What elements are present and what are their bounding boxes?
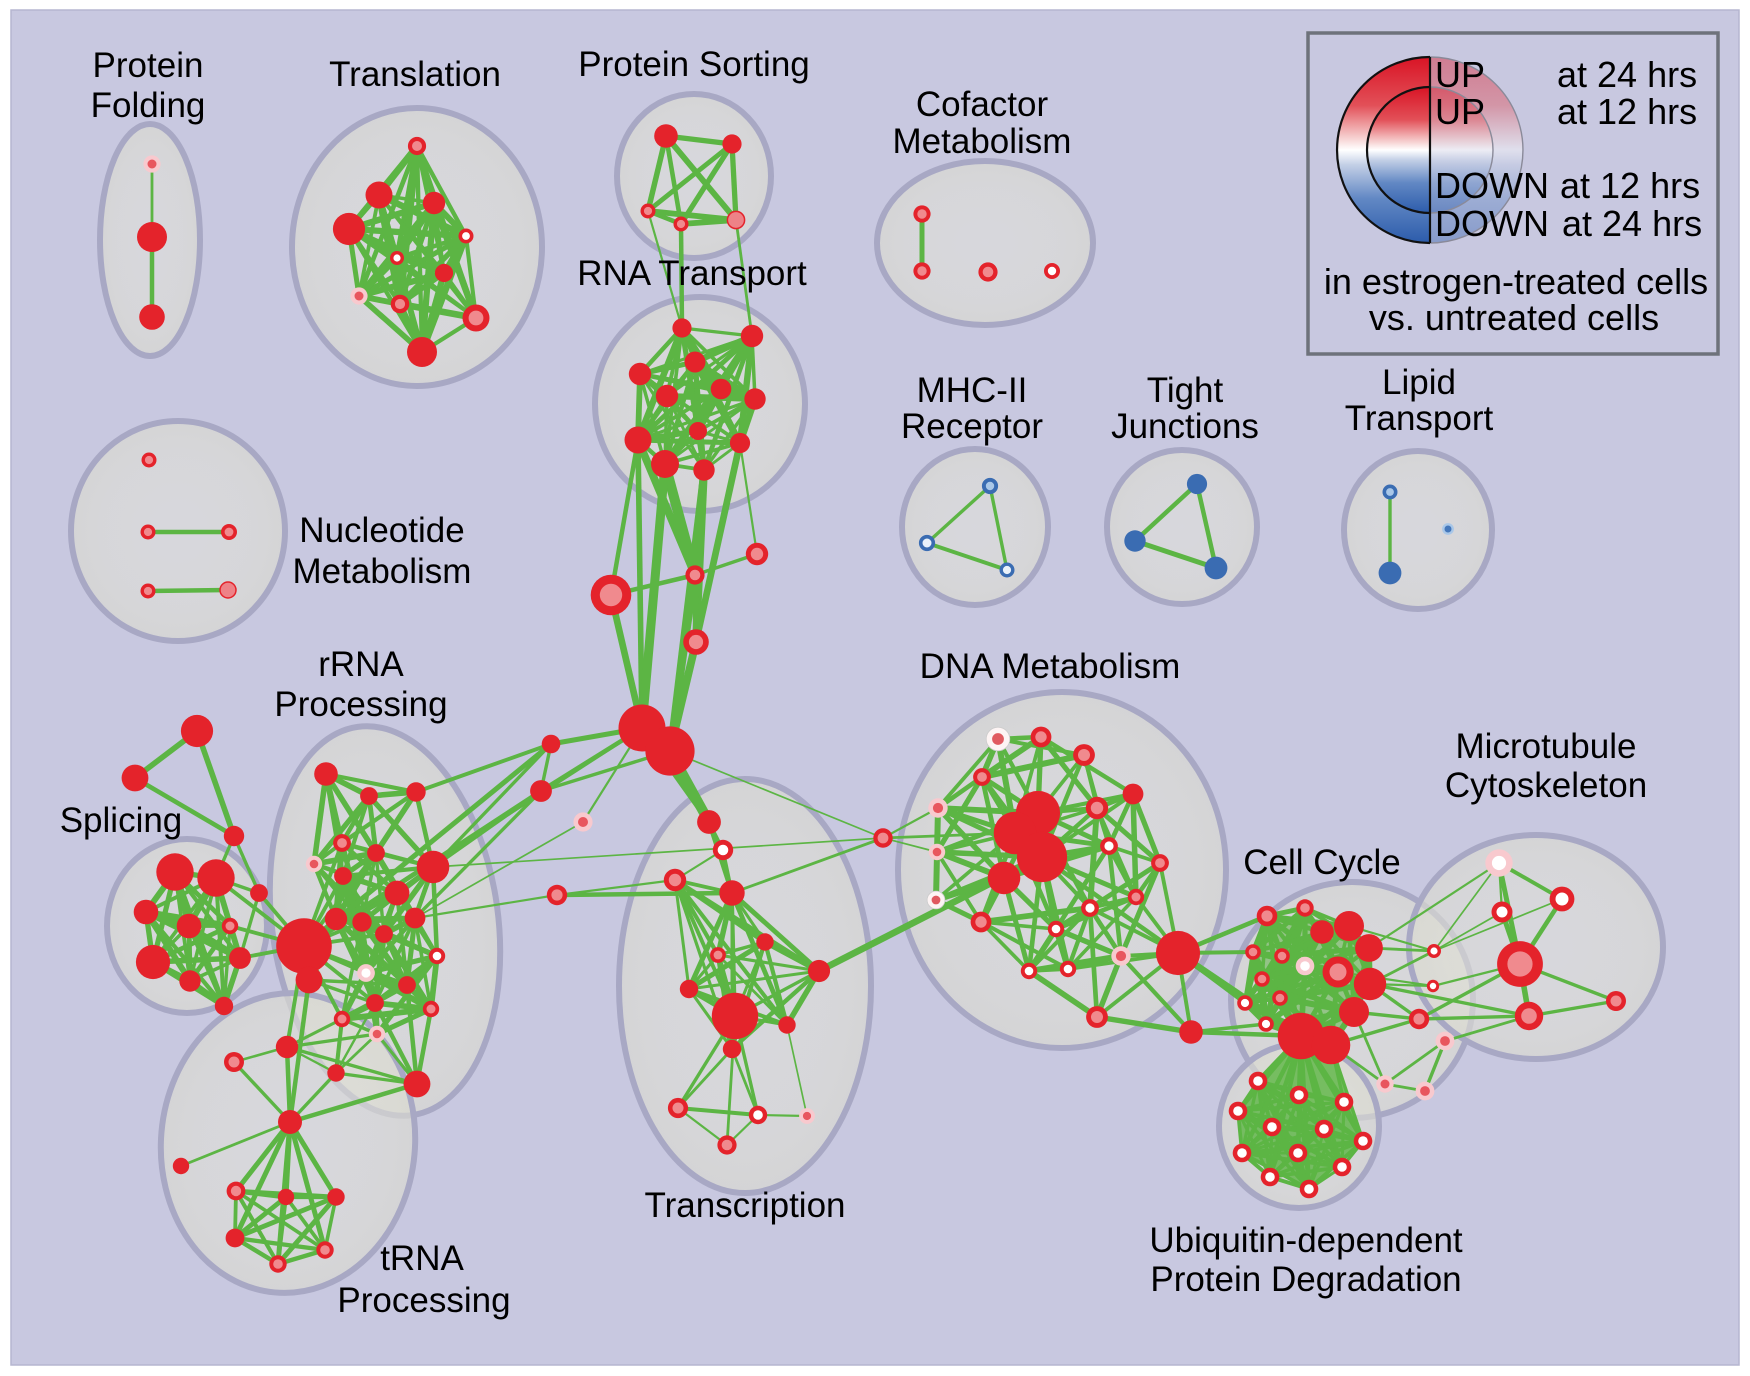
svg-text:Lipid: Lipid (1382, 363, 1456, 402)
svg-text:Receptor: Receptor (901, 407, 1043, 446)
svg-text:Cytoskeleton: Cytoskeleton (1445, 766, 1647, 805)
svg-text:Tight: Tight (1147, 371, 1224, 410)
svg-text:tRNA: tRNA (380, 1239, 464, 1278)
svg-text:Protein: Protein (93, 46, 204, 85)
svg-text:DOWN: DOWN (1435, 165, 1549, 206)
svg-text:Transcription: Transcription (645, 1186, 846, 1225)
svg-text:Folding: Folding (91, 86, 206, 125)
svg-text:Cofactor: Cofactor (916, 85, 1049, 124)
svg-text:UP: UP (1435, 54, 1485, 95)
svg-text:Processing: Processing (274, 685, 447, 724)
svg-text:Processing: Processing (337, 1281, 510, 1320)
svg-text:Metabolism: Metabolism (893, 122, 1072, 161)
svg-text:at 12 hrs: at 12 hrs (1557, 91, 1697, 132)
svg-text:UP: UP (1435, 91, 1485, 132)
svg-text:Transport: Transport (1345, 399, 1494, 438)
svg-text:Protein Degradation: Protein Degradation (1150, 1260, 1461, 1299)
svg-text:Cell Cycle: Cell Cycle (1243, 843, 1401, 882)
svg-text:Ubiquitin-dependent: Ubiquitin-dependent (1149, 1221, 1463, 1260)
svg-text:Microtubule: Microtubule (1456, 727, 1637, 766)
svg-text:Nucleotide: Nucleotide (299, 511, 464, 550)
svg-text:at 24 hrs: at 24 hrs (1562, 203, 1702, 244)
svg-text:in estrogen-treated cells: in estrogen-treated cells (1324, 261, 1708, 302)
svg-text:DOWN: DOWN (1435, 203, 1549, 244)
svg-text:DNA Metabolism: DNA Metabolism (920, 647, 1181, 686)
svg-text:RNA Transport: RNA Transport (577, 254, 807, 293)
svg-text:rRNA: rRNA (318, 645, 404, 684)
svg-text:MHC-II: MHC-II (917, 371, 1028, 410)
svg-text:Junctions: Junctions (1111, 407, 1259, 446)
svg-text:Metabolism: Metabolism (293, 552, 472, 591)
svg-text:Translation: Translation (329, 55, 501, 94)
svg-text:at 12 hrs: at 12 hrs (1560, 165, 1700, 206)
svg-text:Splicing: Splicing (60, 801, 183, 840)
svg-text:Protein Sorting: Protein Sorting (578, 45, 810, 84)
svg-text:at 24 hrs: at 24 hrs (1557, 54, 1697, 95)
svg-text:vs. untreated cells: vs. untreated cells (1369, 297, 1659, 338)
